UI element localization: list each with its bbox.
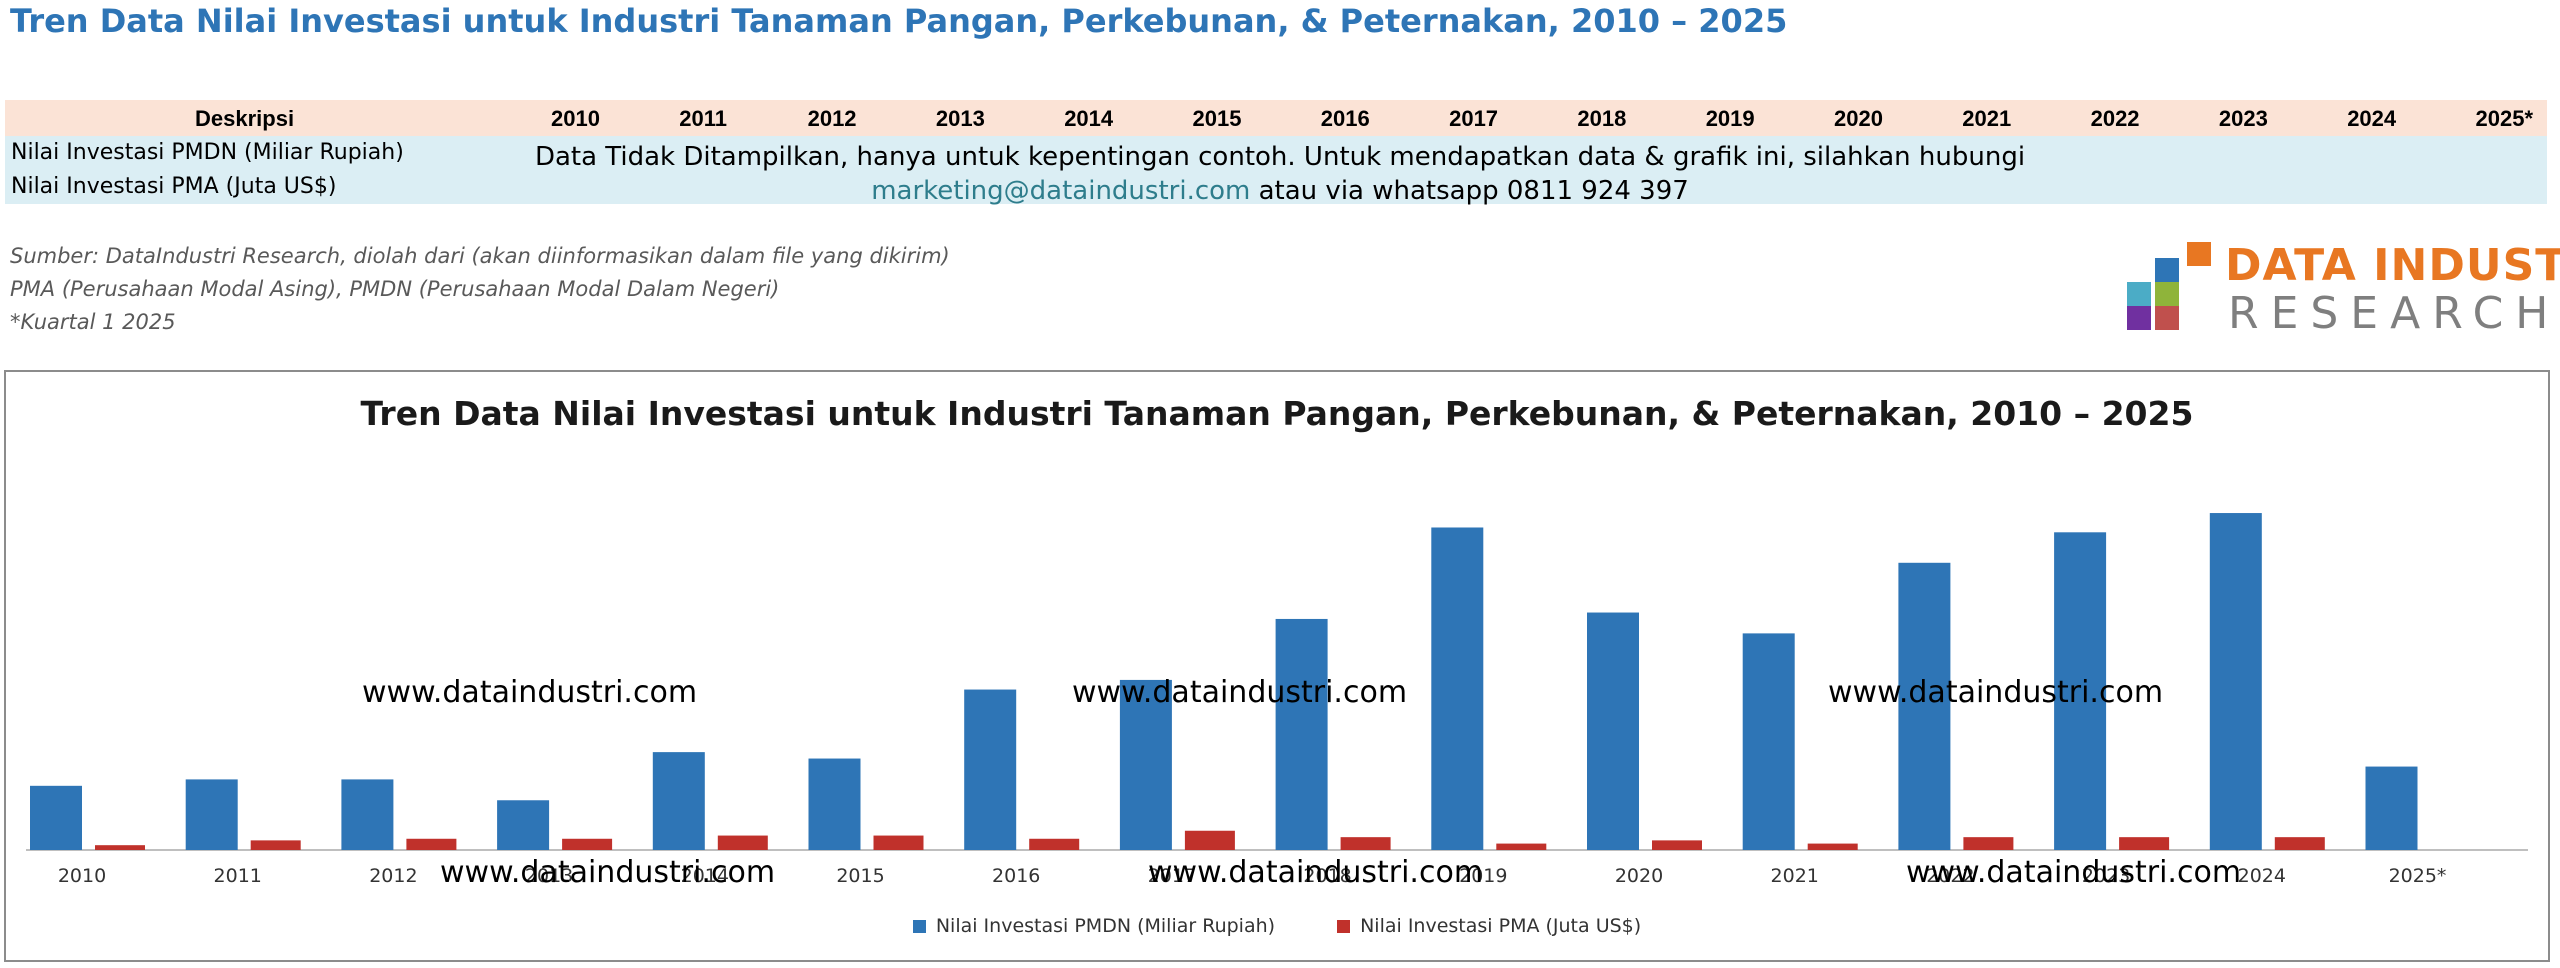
header-year: 2012 xyxy=(807,106,857,131)
x-tick-label: 2016 xyxy=(992,865,1040,887)
header-year: 2020 xyxy=(1834,106,1883,131)
bar-pmdn xyxy=(1898,562,1951,850)
bar-pma xyxy=(250,840,301,850)
x-tick-label: 2022 xyxy=(1926,865,1974,887)
note-source: Sumber: DataIndustri Research, diolah da… xyxy=(10,244,950,268)
x-tick-label: 2024 xyxy=(2238,865,2286,887)
bar-pmdn xyxy=(808,758,861,850)
x-tick-label: 2023 xyxy=(2082,865,2130,887)
chart-title: Tren Data Nilai Investasi untuk Industri… xyxy=(360,394,2194,433)
x-tick-label: 2021 xyxy=(1771,865,1819,887)
chart-legend: Nilai Investasi PMDN (Miliar Rupiah) Nil… xyxy=(6,915,2548,938)
bar-pmdn xyxy=(1275,618,1328,850)
header-year: 2018 xyxy=(1577,106,1627,131)
bar-pma xyxy=(1496,843,1547,850)
bar-pma xyxy=(873,835,924,850)
bar-chart: 2010 2011 2012 2013 2014 2015 2016 2017 2018 2019… xyxy=(26,513,2528,887)
bar-pma xyxy=(1184,830,1235,850)
bar-pmdn xyxy=(341,779,394,850)
bar-pmdn xyxy=(185,779,238,850)
row-label-pmdn: Nilai Investasi PMDN (Miliar Rupiah) xyxy=(11,140,404,165)
header-deskripsi: Deskripsi xyxy=(195,106,295,131)
header-year: 2010 xyxy=(551,106,600,131)
bar-pmdn xyxy=(1431,527,1484,850)
bar-pma xyxy=(95,845,145,850)
x-tick-label: 2019 xyxy=(1459,865,1507,887)
row-label-pma: Nilai Investasi PMA (Juta US$) xyxy=(11,174,337,199)
x-tick-label: 2014 xyxy=(681,865,729,887)
header-year: 2021 xyxy=(1962,106,2012,131)
x-tick-label: 2025* xyxy=(2389,865,2447,887)
bar-pma xyxy=(1029,838,1080,850)
x-tick-label: 2017 xyxy=(1148,865,1196,887)
notice-contact: marketing@dataindustri.com atau via what… xyxy=(0,176,2560,206)
whatsapp-text: atau via whatsapp 0811 924 397 xyxy=(1250,176,1689,206)
x-tick-label: 2020 xyxy=(1615,865,1663,887)
header-year: 2014 xyxy=(1064,106,1114,131)
watermark: www.dataindustri.com xyxy=(1148,855,1484,890)
watermark: www.dataindustri.com xyxy=(1906,855,2242,890)
bar-pmdn xyxy=(1587,612,1639,850)
bar-pmdn xyxy=(2365,766,2418,850)
notice-text: Data Tidak Ditampilkan, hanya untuk kepe… xyxy=(534,142,2026,172)
bar-pma xyxy=(2274,837,2325,850)
legend-item-pmdn: Nilai Investasi PMDN (Miliar Rupiah) xyxy=(912,915,1276,937)
header-year: 2015 xyxy=(1192,106,1242,131)
logo: DATA INDUSTRI RESEARCH xyxy=(2125,238,2560,339)
bar-pma xyxy=(1340,837,1391,850)
table-body: Nilai Investasi PMDN (Miliar Rupiah) Nil… xyxy=(5,136,2547,204)
logo-text-line1: DATA INDUSTRI xyxy=(2225,240,2560,291)
header-year: 2011 xyxy=(679,106,728,131)
bar-pma xyxy=(406,838,457,850)
email-link[interactable]: marketing@dataindustri.com xyxy=(871,176,1251,206)
x-tick-label: 2018 xyxy=(1303,865,1351,887)
header-year: 2022 xyxy=(2090,106,2140,131)
bar-pmdn xyxy=(1742,633,1795,850)
header-year: 2024 xyxy=(2347,106,2397,131)
x-tick-label: 2011 xyxy=(214,865,262,887)
x-tick-label: 2012 xyxy=(369,865,417,887)
header-year: 2016 xyxy=(1320,106,1370,131)
note-quarter: *Kuartal 1 2025 xyxy=(10,310,176,334)
bar-pma xyxy=(1652,840,1702,850)
header-year: 2019 xyxy=(1705,106,1755,131)
logo-text-line2: RESEARCH xyxy=(2228,288,2560,339)
header-year: 2017 xyxy=(1449,106,1499,131)
bar-pma xyxy=(2119,837,2170,850)
bar-pmdn xyxy=(2209,513,2262,850)
chart-container: Tren Data Nilai Investasi untuk Industri… xyxy=(4,370,2550,962)
header-year: 2013 xyxy=(935,106,985,131)
x-tick-label: 2015 xyxy=(836,865,884,887)
legend-item-pma: Nilai Investasi PMA (Juta US$) xyxy=(1337,915,1641,937)
notes: Sumber: DataIndustri Research, diolah da… xyxy=(10,240,950,339)
watermark: www.dataindustri.com xyxy=(440,855,776,890)
bar-pma xyxy=(717,835,768,850)
bar-pmdn xyxy=(2054,532,2107,850)
bar-pmdn xyxy=(30,785,82,850)
bar-pmdn xyxy=(652,752,705,850)
bar-pma xyxy=(1807,843,1858,850)
bar-pma xyxy=(1963,837,2014,850)
bar-pmdn xyxy=(497,800,550,850)
legend-swatch-pma xyxy=(1337,919,1351,933)
x-tick-label: 2013 xyxy=(525,865,573,887)
legend-label-pmdn: Nilai Investasi PMDN (Miliar Rupiah) xyxy=(935,915,1276,937)
bar-pmdn xyxy=(1119,679,1172,850)
watermark: www.dataindustri.com xyxy=(1828,675,2164,710)
bar-pma xyxy=(562,838,613,850)
watermark: www.dataindustri.com xyxy=(1072,675,1408,710)
watermark: www.dataindustri.com xyxy=(362,675,698,710)
logo-mark-icon xyxy=(2125,238,2211,330)
data-table: Deskripsi 2010 2011 2012 2013 2014 2015 2016 20… xyxy=(5,100,2547,204)
x-tick-label: 2010 xyxy=(58,865,106,887)
legend-swatch-pmdn xyxy=(912,919,926,933)
header-year: 2023 xyxy=(2218,106,2268,131)
legend-label-pma: Nilai Investasi PMA (Juta US$) xyxy=(1360,915,1642,937)
note-abbrev: PMA (Perusahaan Modal Asing), PMDN (Peru… xyxy=(10,277,780,301)
header-year: 2025* xyxy=(2475,106,2534,131)
table-header-row: Deskripsi 2010 2011 2012 2013 2014 2015 2016 20… xyxy=(5,100,2547,136)
page-title: Tren Data Nilai Investasi untuk Industri… xyxy=(10,2,1788,40)
bar-pmdn xyxy=(964,689,1017,850)
